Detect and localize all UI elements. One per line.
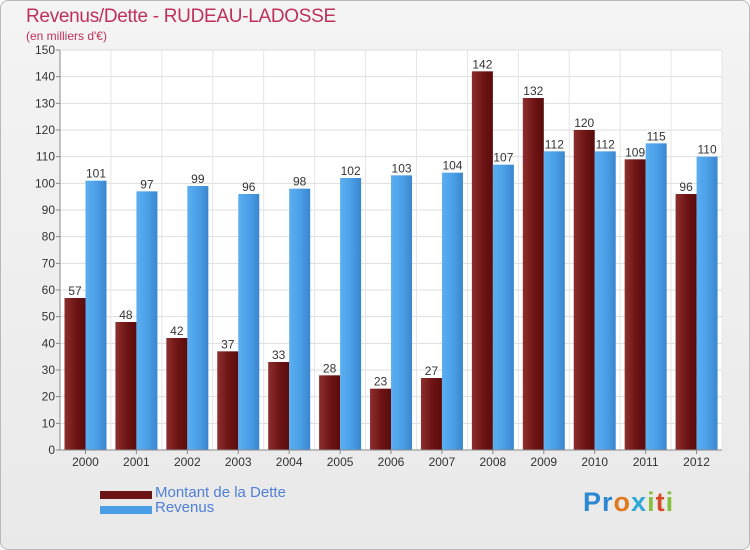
- bar-dette: [624, 159, 646, 451]
- data-label-dette: 48: [119, 308, 133, 322]
- proxiti-logo: Proxiti: [583, 487, 675, 517]
- data-label-dette: 96: [679, 180, 693, 194]
- data-label-revenus: 96: [242, 180, 256, 194]
- x-tick-label: 2004: [276, 455, 303, 469]
- y-tick-label: 120: [35, 123, 55, 137]
- x-tick-label: 2011: [633, 455, 659, 469]
- bar-dette: [268, 362, 290, 450]
- x-tick-label: 2008: [479, 455, 506, 469]
- data-label-revenus: 110: [698, 143, 717, 157]
- bar-revenus: [696, 156, 718, 450]
- y-tick-label: 50: [42, 310, 56, 324]
- data-label-revenus: 97: [140, 177, 154, 191]
- bar-revenus: [289, 188, 311, 450]
- data-label-revenus: 112: [545, 137, 564, 151]
- chart-subtitle: (en milliers d'€): [26, 29, 107, 43]
- x-tick-label: 2003: [225, 455, 252, 469]
- data-label-revenus: 98: [293, 175, 307, 189]
- y-tick-label: 80: [42, 230, 56, 244]
- bar-dette: [166, 338, 188, 450]
- y-tick-label: 0: [48, 443, 55, 457]
- legend-label-revenus: Revenus: [155, 499, 215, 516]
- bar-revenus: [492, 164, 514, 450]
- y-tick-label: 150: [35, 43, 55, 57]
- data-label-revenus: 99: [191, 172, 205, 186]
- bar-revenus: [187, 186, 209, 450]
- data-label-dette: 132: [523, 84, 543, 98]
- data-label-revenus: 112: [596, 137, 615, 151]
- y-tick-label: 30: [42, 363, 56, 377]
- x-tick-label: 2000: [72, 455, 99, 469]
- bar-dette: [675, 194, 697, 450]
- y-tick-label: 10: [42, 416, 56, 430]
- bar-revenus: [543, 151, 565, 451]
- x-tick-label: 2001: [123, 455, 150, 469]
- legend-swatch-dette: [100, 491, 152, 499]
- bar-revenus: [645, 143, 667, 451]
- x-tick-label: 2006: [378, 455, 405, 469]
- y-tick-label: 40: [42, 336, 56, 350]
- chart-title: Revenus/Dette - RUDEAU-LADOSSE: [26, 6, 336, 27]
- bar-dette: [64, 298, 86, 450]
- data-label-dette: 120: [574, 116, 594, 130]
- bar-revenus: [441, 172, 463, 450]
- bar-revenus: [136, 191, 158, 451]
- data-label-revenus: 104: [442, 159, 462, 173]
- legend-label-dette: Montant de la Dette: [155, 484, 286, 501]
- data-label-dette: 142: [472, 57, 492, 71]
- x-tick-label: 2005: [327, 455, 354, 469]
- data-label-dette: 33: [272, 348, 286, 362]
- bar-revenus: [238, 194, 260, 450]
- bar-revenus: [340, 178, 362, 450]
- bar-dette: [420, 378, 442, 450]
- x-tick-label: 2002: [174, 455, 201, 469]
- data-label-revenus: 107: [493, 151, 513, 165]
- x-tick-label: 2012: [683, 455, 710, 469]
- y-tick-label: 90: [42, 203, 56, 217]
- bar-revenus: [85, 180, 107, 450]
- data-label-dette: 42: [170, 324, 184, 338]
- bar-dette: [471, 71, 493, 450]
- y-tick-label: 110: [36, 150, 55, 164]
- data-label-dette: 37: [221, 337, 235, 351]
- data-label-dette: 23: [374, 375, 388, 389]
- data-label-revenus: 101: [86, 167, 106, 181]
- bar-dette: [217, 351, 239, 450]
- data-label-revenus: 103: [392, 161, 412, 175]
- bar-revenus: [594, 151, 616, 451]
- y-tick-label: 130: [35, 96, 55, 110]
- data-label-revenus: 115: [647, 129, 666, 143]
- data-label-dette: 57: [68, 284, 82, 298]
- y-tick-label: 70: [42, 256, 56, 270]
- bar-dette: [573, 130, 595, 450]
- y-tick-label: 140: [35, 70, 55, 84]
- y-tick-label: 60: [42, 283, 56, 297]
- data-label-dette: 28: [323, 361, 337, 375]
- data-label-revenus: 102: [341, 164, 361, 178]
- bar-revenus: [391, 175, 413, 451]
- y-tick-label: 100: [35, 176, 55, 190]
- y-tick-label: 20: [42, 390, 56, 404]
- bar-dette: [115, 322, 137, 450]
- data-label-dette: 109: [625, 145, 645, 159]
- data-label-dette: 27: [425, 364, 439, 378]
- x-tick-label: 2009: [530, 455, 557, 469]
- bar-dette: [319, 375, 341, 450]
- x-tick-label: 2010: [581, 455, 608, 469]
- x-tick-label: 2007: [429, 455, 456, 469]
- bar-dette: [522, 98, 544, 450]
- legend-swatch-revenus: [100, 506, 152, 514]
- bar-dette: [370, 388, 392, 450]
